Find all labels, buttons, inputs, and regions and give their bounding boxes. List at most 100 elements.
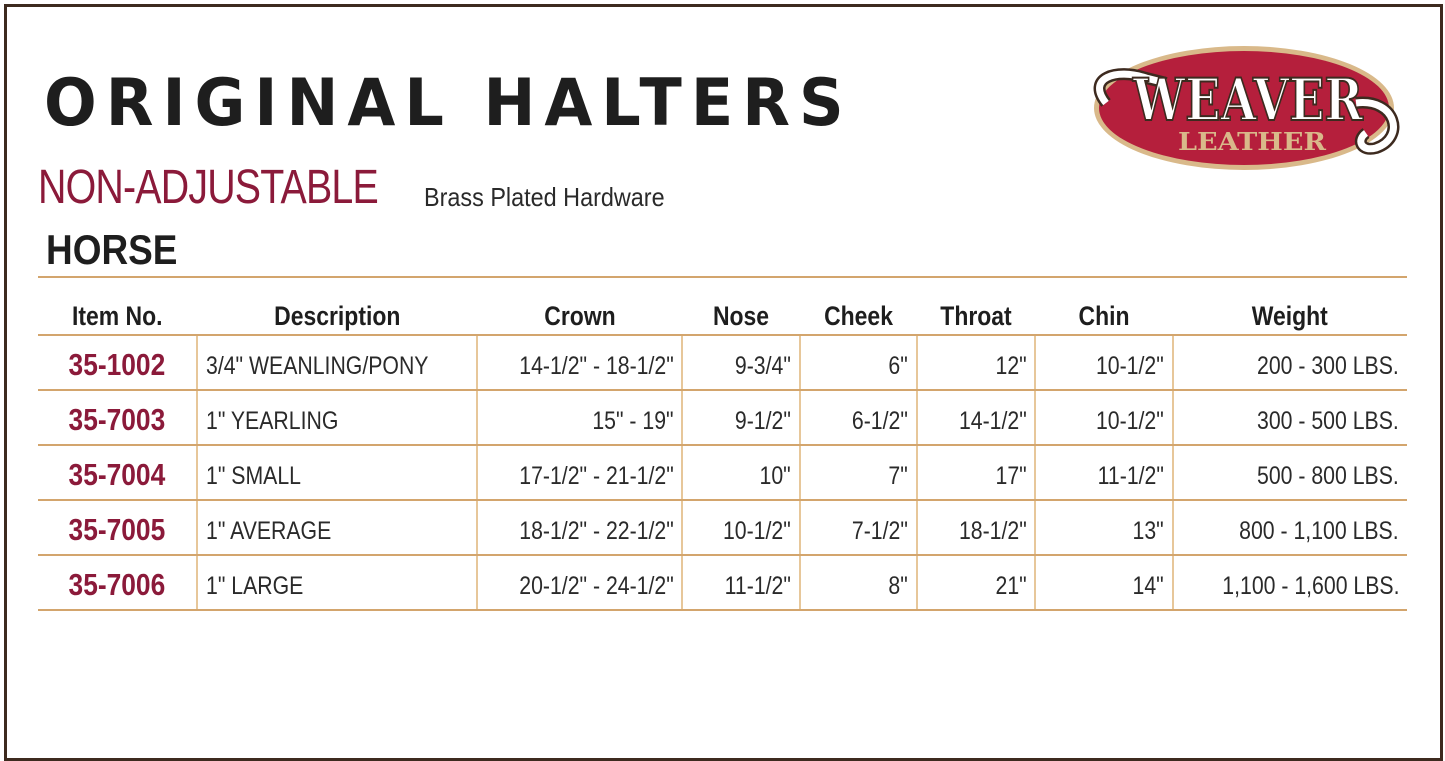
cell-crown: 18-1/2" - 22-1/2"	[475, 500, 683, 556]
cell-description: 1" SMALL	[195, 445, 477, 501]
cell-value: 10-1/2"	[1095, 407, 1164, 435]
cell-value: 35-1002	[68, 346, 166, 382]
column-header-label: Chin	[1078, 300, 1130, 331]
cell-chin: 14"	[1034, 555, 1173, 611]
cell-value: 35-7006	[68, 566, 166, 602]
cell-throat: 18-1/2"	[915, 500, 1036, 556]
column-header-label: Crown	[543, 300, 616, 331]
cell-value: 500 - 800 LBS.	[1257, 462, 1399, 490]
cell-value: 1" SMALL	[205, 462, 301, 490]
cell-nose: 10"	[681, 445, 800, 501]
cell-throat: 21"	[915, 555, 1036, 611]
cell-cheek: 6-1/2"	[798, 390, 917, 446]
cell-value: 35-7004	[68, 456, 166, 492]
cell-nose: 9-1/2"	[681, 390, 800, 446]
cell-cheek: 7-1/2"	[798, 500, 917, 556]
table-row: 35-1002 3/4" WEANLING/PONY 14-1/2" - 18-1/…	[38, 335, 1407, 391]
cell-value: 200 - 300 LBS.	[1257, 352, 1399, 380]
cell-cheek: 8"	[798, 555, 917, 611]
cell-value: 300 - 500 LBS.	[1257, 407, 1399, 435]
cell-value: 7-1/2"	[851, 517, 908, 545]
cell-value: 6-1/2"	[851, 407, 908, 435]
column-header-crown: Crown	[476, 298, 683, 336]
column-header-label: Nose	[713, 300, 770, 331]
column-header-label: Description	[273, 300, 400, 331]
cell-item-no: 35-7003	[38, 390, 197, 446]
cell-weight: 800 - 1,100 LBS.	[1171, 500, 1407, 556]
column-header-throat: Throat	[916, 298, 1036, 336]
cell-value: 18-1/2"	[958, 517, 1027, 545]
cell-chin: 11-1/2"	[1034, 445, 1173, 501]
cell-value: 800 - 1,100 LBS.	[1239, 517, 1399, 545]
cell-item-no: 35-7005	[38, 500, 197, 556]
column-header-weight: Weight	[1172, 298, 1407, 336]
cell-description: 3/4" WEANLING/PONY	[195, 335, 477, 391]
cell-value: 1,100 - 1,600 LBS.	[1221, 572, 1399, 600]
cell-value: 9-1/2"	[734, 407, 791, 435]
cell-weight: 200 - 300 LBS.	[1171, 335, 1407, 391]
column-header-label: Item No.	[72, 300, 163, 331]
cell-chin: 10-1/2"	[1034, 390, 1173, 446]
column-header-item-no: Item No.	[38, 298, 197, 336]
cell-value: 11-1/2"	[724, 572, 791, 600]
cell-value: 10-1/2"	[1095, 352, 1164, 380]
halter-size-table: Item No. Description Crown Nose Cheek Throat C…	[38, 298, 1407, 611]
cell-value: 20-1/2" - 24-1/2"	[518, 572, 674, 600]
cell-nose: 11-1/2"	[681, 555, 800, 611]
cell-weight: 1,100 - 1,600 LBS.	[1171, 555, 1407, 611]
column-header-description: Description	[196, 298, 477, 336]
cell-value: 11-1/2"	[1097, 462, 1164, 490]
column-header-label: Weight	[1251, 300, 1328, 331]
table-row: 35-7006 1" LARGE 20-1/2" - 24-1/2" 11-1/2" 8…	[38, 555, 1407, 611]
cell-value: 6"	[888, 352, 908, 380]
cell-value: 7"	[888, 462, 908, 490]
cell-value: 3/4" WEANLING/PONY	[205, 352, 429, 380]
cell-value: 8"	[888, 572, 908, 600]
table-row: 35-7003 1" YEARLING 15" - 19" 9-1/2" 6-1/2" 1…	[38, 390, 1407, 446]
column-header-chin: Chin	[1035, 298, 1173, 336]
cell-nose: 10-1/2"	[681, 500, 800, 556]
cell-crown: 14-1/2" - 18-1/2"	[475, 335, 683, 391]
cell-crown: 17-1/2" - 21-1/2"	[475, 445, 683, 501]
cell-value: 15" - 19"	[592, 407, 674, 435]
cell-description: 1" AVERAGE	[195, 500, 477, 556]
page-border	[4, 4, 1443, 761]
cell-cheek: 6"	[798, 335, 917, 391]
cell-item-no: 35-7004	[38, 445, 197, 501]
table-row: 35-7005 1" AVERAGE 18-1/2" - 22-1/2" 10-1/2…	[38, 500, 1407, 556]
column-header-label: Throat	[940, 300, 1012, 331]
cell-value: 9-3/4"	[734, 352, 791, 380]
cell-item-no: 35-1002	[38, 335, 197, 391]
cell-value: 13"	[1132, 517, 1164, 545]
logo-text-weaver: WEAVER	[1132, 66, 1363, 134]
cell-weight: 300 - 500 LBS.	[1171, 390, 1407, 446]
section-heading: HORSE	[46, 226, 178, 273]
cell-item-no: 35-7006	[38, 555, 197, 611]
logo-text-leather: LEATHER	[1178, 127, 1327, 156]
cell-value: 35-7005	[68, 511, 166, 547]
column-header-label: Cheek	[823, 300, 893, 331]
weaver-leather-logo: WEAVER LEATHER	[1093, 46, 1400, 170]
cell-value: 21"	[995, 572, 1027, 600]
cell-cheek: 7"	[798, 445, 917, 501]
cell-crown: 20-1/2" - 24-1/2"	[475, 555, 683, 611]
cell-description: 1" YEARLING	[195, 390, 477, 446]
cell-throat: 17"	[915, 445, 1036, 501]
subtitle-note: Brass Plated Hardware	[424, 182, 665, 212]
subtitle: NON-ADJUSTABLE	[38, 161, 379, 214]
cell-throat: 14-1/2"	[915, 390, 1036, 446]
cell-value: 17-1/2" - 21-1/2"	[518, 462, 674, 490]
cell-value: 17"	[995, 462, 1027, 490]
cell-value: 14-1/2"	[958, 407, 1027, 435]
cell-value: 1" AVERAGE	[205, 517, 332, 545]
cell-value: 18-1/2" - 22-1/2"	[518, 517, 674, 545]
cell-value: 14"	[1132, 572, 1164, 600]
cell-chin: 10-1/2"	[1034, 335, 1173, 391]
page-title: ORIGINAL HALTERS	[44, 64, 853, 141]
cell-nose: 9-3/4"	[681, 335, 800, 391]
cell-value: 14-1/2" - 18-1/2"	[518, 352, 674, 380]
cell-value: 1" YEARLING	[205, 407, 339, 435]
subtitle-line: NON-ADJUSTABLE Brass Plated Hardware	[38, 160, 665, 215]
cell-value: 10"	[759, 462, 791, 490]
table-header-row: Item No. Description Crown Nose Cheek Throat C…	[38, 298, 1407, 336]
